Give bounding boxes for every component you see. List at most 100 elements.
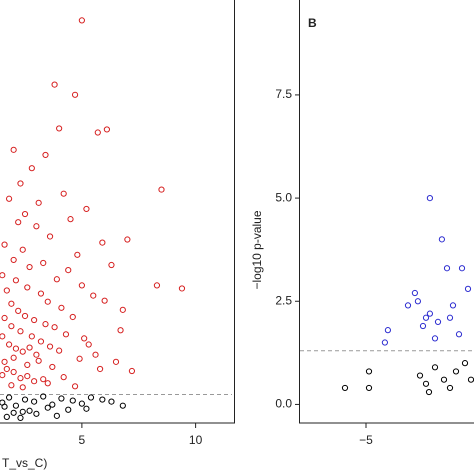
point <box>15 307 22 314</box>
y-tick-label: 5.0 <box>275 190 292 204</box>
point <box>58 395 65 402</box>
point <box>74 251 81 258</box>
y-tick-label: 0.0 <box>275 397 292 411</box>
point <box>31 378 38 385</box>
point <box>71 383 79 390</box>
panel-label: B <box>308 16 317 30</box>
point <box>17 414 24 422</box>
point <box>119 402 126 409</box>
point <box>1 314 8 322</box>
plot-area <box>300 194 474 396</box>
point <box>83 205 90 213</box>
point <box>19 408 26 415</box>
point <box>17 180 24 187</box>
point <box>69 313 76 321</box>
point <box>458 265 466 272</box>
point <box>81 335 88 342</box>
point <box>128 367 136 375</box>
x-tick-label: 5 <box>79 433 86 447</box>
y-axis-label: −log10 p‑value <box>250 210 264 289</box>
point <box>65 267 72 274</box>
point <box>62 331 70 338</box>
point <box>426 194 433 202</box>
point <box>425 388 433 396</box>
point <box>0 272 6 279</box>
point <box>26 263 33 271</box>
point <box>8 382 15 389</box>
x-tick-label: 10 <box>189 433 203 447</box>
point <box>416 372 424 379</box>
point <box>431 364 439 371</box>
point <box>60 374 67 381</box>
point <box>461 360 469 367</box>
point <box>419 322 427 330</box>
point <box>455 331 463 338</box>
point <box>35 199 42 206</box>
point <box>37 338 45 345</box>
point <box>87 394 95 401</box>
point <box>26 344 33 351</box>
point <box>94 129 101 136</box>
point <box>10 146 17 153</box>
point <box>24 373 31 380</box>
point <box>341 384 349 392</box>
point <box>71 91 79 98</box>
point <box>178 285 186 292</box>
point <box>5 341 13 348</box>
point <box>92 351 99 358</box>
point <box>85 341 92 348</box>
point <box>12 402 20 409</box>
point <box>69 397 76 404</box>
point <box>40 393 47 400</box>
point <box>422 314 430 321</box>
point <box>56 347 63 354</box>
point <box>67 216 74 223</box>
point <box>5 394 13 401</box>
point <box>108 398 115 405</box>
point <box>1 358 8 365</box>
point <box>28 165 35 172</box>
plot-frame <box>0 0 235 424</box>
point <box>44 380 51 387</box>
point <box>99 396 106 403</box>
point <box>33 223 40 230</box>
point <box>19 348 26 355</box>
point <box>33 351 40 358</box>
point <box>117 327 124 334</box>
point <box>83 405 90 412</box>
point <box>434 318 442 325</box>
point <box>51 324 58 331</box>
point <box>411 289 418 297</box>
plot-frame <box>299 0 474 424</box>
point <box>10 368 17 376</box>
point <box>33 410 40 417</box>
point <box>119 306 126 313</box>
point <box>12 345 20 352</box>
point <box>53 276 60 283</box>
point <box>26 407 33 414</box>
point <box>158 186 165 193</box>
point <box>65 406 72 413</box>
y-tick-label: 2.5 <box>275 293 292 307</box>
point <box>12 277 20 284</box>
point <box>452 368 460 375</box>
point <box>103 126 111 133</box>
point <box>19 246 26 253</box>
point <box>1 241 8 248</box>
point <box>101 297 108 304</box>
point <box>446 384 454 392</box>
point <box>21 396 29 403</box>
point <box>422 380 430 387</box>
point <box>0 333 6 340</box>
point <box>96 365 104 373</box>
x-tick-label: −5 <box>359 433 373 447</box>
point <box>24 361 31 369</box>
point <box>49 363 56 371</box>
point <box>0 371 6 379</box>
point <box>3 413 10 420</box>
point <box>46 233 54 240</box>
point <box>3 287 10 294</box>
point <box>40 376 47 383</box>
point <box>365 368 373 375</box>
